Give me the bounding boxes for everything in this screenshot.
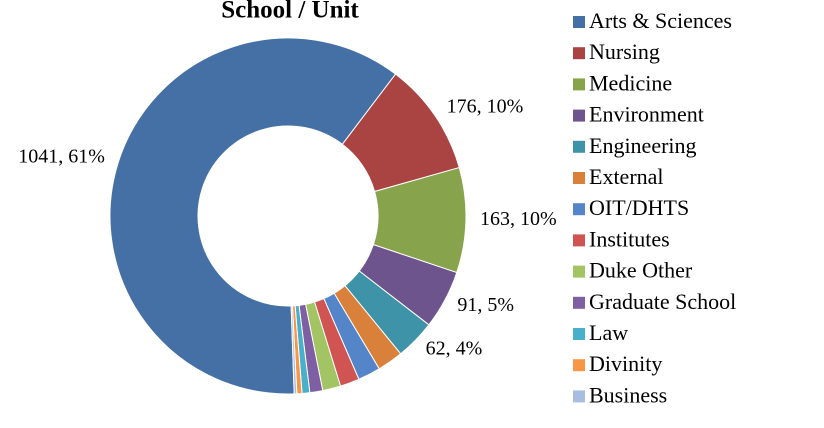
legend-swatch xyxy=(573,203,585,216)
legend-label: Arts & Sciences xyxy=(589,8,732,33)
legend-label: Duke Other xyxy=(589,258,693,283)
legend-label: Nursing xyxy=(589,39,660,64)
legend-swatch xyxy=(573,234,585,247)
data-label: 163, 10% xyxy=(480,208,557,230)
legend-swatch xyxy=(573,16,585,28)
legend-swatch xyxy=(573,390,585,403)
legend-label: External xyxy=(589,164,664,189)
data-label: 91, 5% xyxy=(457,294,514,316)
data-label: 1041, 61% xyxy=(18,146,105,168)
legend-label: Business xyxy=(589,382,667,407)
legend-label: Graduate School xyxy=(589,289,736,314)
legend-swatch xyxy=(573,140,585,153)
legend-swatch xyxy=(573,47,585,60)
legend-label: Divinity xyxy=(589,351,662,376)
legend-swatch xyxy=(573,359,585,372)
legend-swatch xyxy=(573,78,585,91)
legend-swatch xyxy=(573,172,585,184)
legend-label: OIT/DHTS xyxy=(589,195,689,220)
legend-swatch xyxy=(573,296,585,309)
legend-label: Institutes xyxy=(589,226,670,251)
chart-title: School / Unit xyxy=(221,0,359,24)
legend-swatch xyxy=(573,265,585,278)
donut-slice xyxy=(109,37,397,395)
legend-swatch xyxy=(573,109,585,122)
data-label: 62, 4% xyxy=(426,337,483,359)
legend-label: Engineering xyxy=(589,133,697,158)
data-label: 176, 10% xyxy=(447,95,524,117)
legend-label: Law xyxy=(589,320,628,345)
legend-label: Environment xyxy=(589,102,704,127)
legend-label: Medicine xyxy=(589,70,672,95)
legend-swatch xyxy=(573,328,585,340)
donut-slice xyxy=(290,305,298,395)
